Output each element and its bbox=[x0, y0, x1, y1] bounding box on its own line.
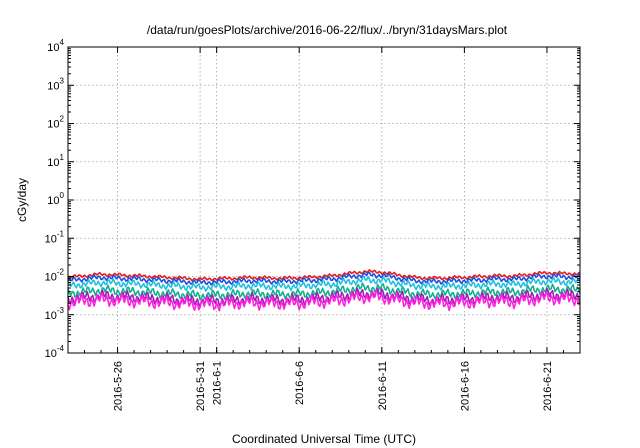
x-axis-label: Coordinated Universal Time (UTC) bbox=[232, 432, 416, 446]
x-tick-label: 2016-6-11 bbox=[377, 361, 389, 410]
chart-title: /data/run/goesPlots/archive/2016-06-22/f… bbox=[147, 23, 508, 37]
y-tick-label: 10-3 bbox=[45, 306, 65, 322]
series-line bbox=[67, 269, 581, 282]
y-tick-label: 10-1 bbox=[45, 229, 65, 245]
series-line bbox=[67, 289, 581, 312]
x-tick-label: 2016-6-1 bbox=[212, 361, 224, 405]
y-tick-label: 100 bbox=[47, 191, 64, 207]
x-tick-label: 2016-6-21 bbox=[542, 361, 554, 411]
y-tick-label: 104 bbox=[47, 38, 64, 54]
x-tick-label: 2016-6-6 bbox=[294, 361, 306, 405]
y-tick-label: 10-2 bbox=[45, 268, 65, 284]
series-line bbox=[67, 271, 581, 286]
x-tick-label: 2016-6-16 bbox=[459, 361, 471, 411]
series-layer bbox=[67, 269, 581, 312]
series-line bbox=[67, 275, 581, 292]
y-tick-label: 103 bbox=[47, 76, 64, 92]
x-tick-label: 2016-5-31 bbox=[195, 361, 207, 411]
y-axis-label: cGy/day bbox=[15, 178, 29, 222]
y-tick-label: 102 bbox=[47, 115, 64, 131]
x-tick-label: 2016-5-26 bbox=[113, 361, 125, 411]
tick-layer: 10-4 10-3 10-2 10-1 100 101 102 103 104 2016-5-26… bbox=[45, 38, 581, 411]
y-tick-label: 101 bbox=[47, 153, 64, 169]
series-line bbox=[67, 282, 581, 301]
y-tick-label: 10-4 bbox=[45, 344, 65, 360]
